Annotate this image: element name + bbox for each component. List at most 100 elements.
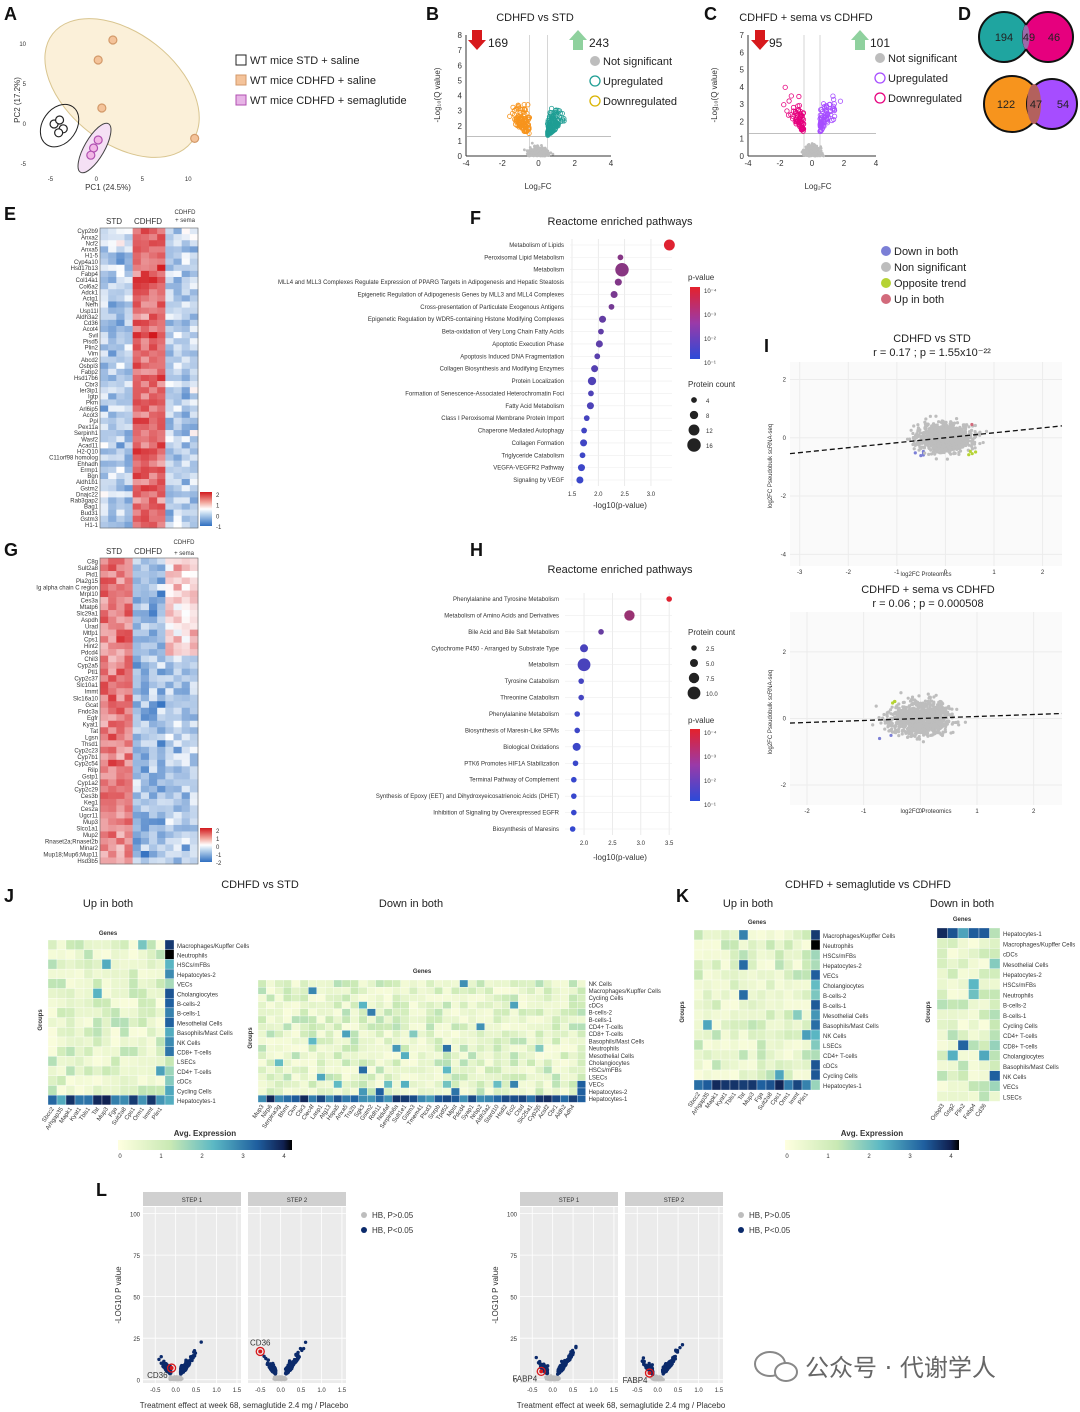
heatmap-cell xyxy=(100,629,109,637)
heatmap-cell xyxy=(124,368,133,376)
expression-cell xyxy=(350,1001,359,1009)
heatmap-cell xyxy=(100,610,109,617)
expression-cell xyxy=(74,978,85,989)
heatmap-cell xyxy=(189,837,199,845)
down-point xyxy=(792,119,798,125)
heatmap-cell xyxy=(140,503,150,510)
venn-2-left-count: 122 xyxy=(997,99,1015,111)
heatmap-cell xyxy=(149,837,158,845)
heatmap-cell xyxy=(140,577,150,585)
heatmap-cell xyxy=(140,584,150,591)
expression-cell xyxy=(101,998,112,1009)
heatmap-cell xyxy=(165,616,174,624)
expression-cell xyxy=(367,1030,376,1038)
heatmap-g-col-cdhfd: CDHFD xyxy=(134,547,162,556)
expression-cell xyxy=(308,1030,317,1038)
expression-cell xyxy=(383,1030,393,1038)
heatmap-cell xyxy=(165,811,174,819)
expression-cell xyxy=(518,1037,527,1045)
heatmap-cell xyxy=(116,228,125,235)
correlation-point xyxy=(938,723,943,728)
expression-cell xyxy=(577,1030,586,1038)
heatmap-cell xyxy=(165,332,174,339)
expression-cell xyxy=(526,987,536,995)
heatmap-cell xyxy=(173,753,182,761)
expression-cell xyxy=(577,1037,586,1045)
y-tick: 7 xyxy=(458,46,463,55)
heatmap-cell xyxy=(149,623,158,630)
expression-cell xyxy=(459,979,469,988)
heatmap-cell xyxy=(173,454,182,461)
expression-cell xyxy=(577,994,586,1002)
heatmap-cell xyxy=(108,240,117,247)
heatmap-cell xyxy=(181,485,191,492)
correlation-point xyxy=(897,711,901,715)
expression-cell xyxy=(266,1001,275,1009)
heatmap-cell xyxy=(165,779,174,787)
expression-cell xyxy=(333,1037,343,1045)
heatmap-cell xyxy=(181,332,191,339)
heatmap-cell xyxy=(149,675,158,683)
heatmap-cell xyxy=(108,374,117,382)
correlation-point xyxy=(930,424,934,428)
expression-cell xyxy=(316,1008,326,1017)
expression-cell xyxy=(316,1001,326,1009)
x-tick: 1 xyxy=(992,570,996,576)
heatmap-cell xyxy=(108,283,117,290)
heatmap-cell xyxy=(181,387,191,394)
expression-cell xyxy=(146,1075,157,1086)
heatmap-cell xyxy=(173,681,182,689)
pathway-label: Phenylalanine Metabolism xyxy=(489,712,559,718)
heatmap-cell xyxy=(165,374,174,382)
expression-cell xyxy=(83,1046,94,1057)
heatmap-cell xyxy=(100,295,109,302)
expression-cell xyxy=(442,1023,452,1031)
heatmap-cell xyxy=(157,301,166,308)
gene-label: Gstm2 xyxy=(80,486,98,492)
expression-cell xyxy=(459,1001,469,1009)
heatmap-cell xyxy=(173,521,182,529)
heatmap-cell xyxy=(100,234,109,241)
heatmap-cell xyxy=(189,733,199,741)
ns-point xyxy=(536,144,540,148)
volcano-b-legend-ns: Not significant xyxy=(603,56,672,68)
expression-cell xyxy=(164,988,175,999)
heatmap-cell xyxy=(100,837,109,845)
heatmap-cell xyxy=(149,740,158,748)
heatmap-cell xyxy=(140,720,150,728)
heatmap-cell xyxy=(132,295,142,302)
heatmap-cell xyxy=(149,707,158,715)
expression-cell xyxy=(459,1023,469,1031)
heatmap-cell xyxy=(116,485,125,492)
expression-cell xyxy=(501,1015,511,1024)
correlation-point xyxy=(928,431,932,435)
heatmap-cell xyxy=(132,733,142,741)
heatmap-cell xyxy=(116,325,125,333)
expression-cell xyxy=(56,988,67,999)
expression-cell xyxy=(128,959,139,970)
correlation-point xyxy=(963,430,967,434)
heatmap-cell xyxy=(140,301,150,308)
panel-label-j: J xyxy=(4,886,14,906)
venn-1-right-count: 46 xyxy=(1048,32,1060,44)
expression-cell xyxy=(146,1027,157,1038)
heatmap-cell xyxy=(165,668,174,676)
expression-cell xyxy=(155,939,166,950)
heatmap-cell xyxy=(116,234,125,241)
correlation-point xyxy=(902,700,906,704)
pca-point xyxy=(190,133,200,143)
venn-2-overlap xyxy=(1027,84,1041,124)
heatmap-cell xyxy=(157,307,166,315)
scale-tick: 0 xyxy=(216,845,220,851)
heatmap-cell xyxy=(108,850,117,858)
group-label: CD8+ T-cells xyxy=(177,1050,211,1056)
correlation-2-y-label: log2FC Pseudobulk scRNA-seq xyxy=(768,670,774,754)
expression-cell xyxy=(367,979,376,988)
heatmap-border xyxy=(99,227,199,529)
heatmap-cell xyxy=(100,662,109,669)
heatmap-cell xyxy=(140,258,150,266)
heatmap-cell xyxy=(181,603,191,611)
heatmap-cell xyxy=(108,681,117,689)
expression-cell xyxy=(568,987,578,995)
heatmap-cell xyxy=(132,283,142,290)
